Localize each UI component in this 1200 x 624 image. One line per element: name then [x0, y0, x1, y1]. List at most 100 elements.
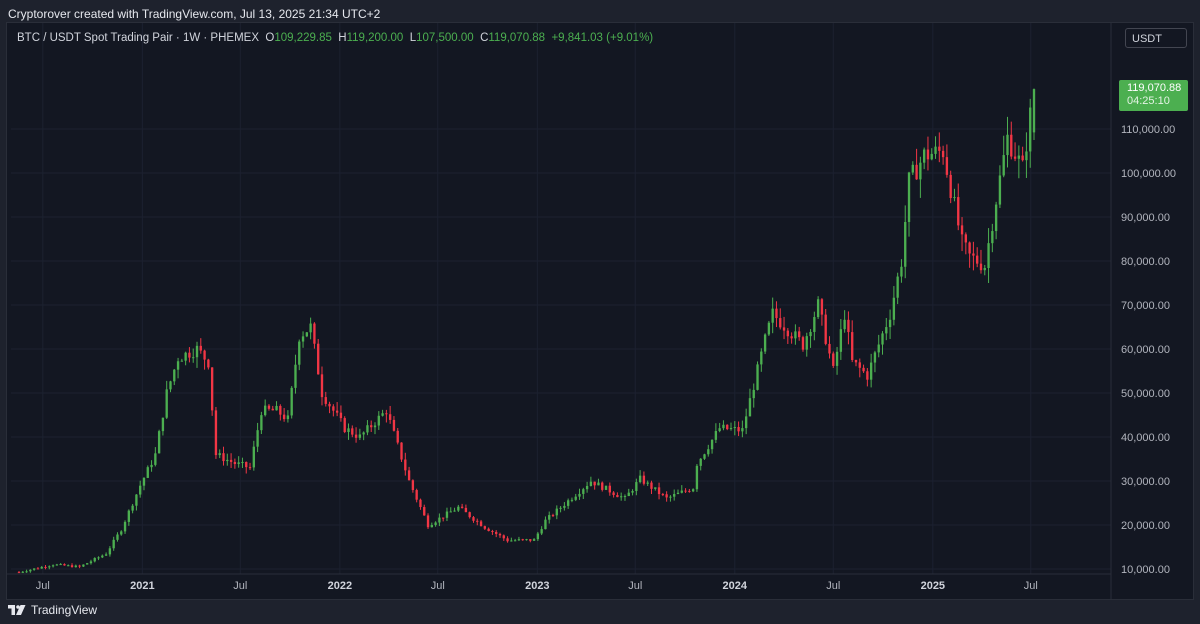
candle-body: [116, 534, 119, 540]
symbol-name[interactable]: BTC / USDT Spot Trading Pair · 1W · PHEM…: [17, 32, 259, 44]
candle-body: [513, 540, 517, 542]
candle-body: [654, 487, 657, 489]
candle-body: [218, 453, 221, 456]
candle-body: [483, 526, 487, 529]
close-label: C: [480, 32, 489, 44]
open-value: 109,229.85: [274, 32, 332, 44]
y-tick-label: 80,000.00: [1121, 256, 1170, 268]
candle-body: [256, 430, 259, 447]
chart-pane[interactable]: 10,000.00 20,000.00 30,000.00 40,000.00 50,0…: [6, 22, 1194, 600]
candle-body: [574, 496, 577, 500]
candle-body: [763, 334, 767, 352]
candle-body: [623, 496, 627, 498]
candle-body: [779, 318, 782, 328]
candle-body: [707, 449, 710, 455]
candle-body: [832, 353, 835, 366]
candle-body: [460, 506, 464, 508]
candle-body: [604, 485, 608, 490]
x-tick-label: 2022: [328, 580, 352, 592]
grid: [11, 23, 1111, 574]
close-value: 119,070.88: [488, 32, 546, 44]
y-tick-label: 70,000.00: [1121, 300, 1170, 312]
candle-body: [339, 412, 343, 419]
tradingview-logo-icon: [8, 605, 26, 615]
candle-body: [718, 428, 721, 432]
x-tick-label: Jul: [431, 580, 445, 592]
candle-body: [726, 424, 729, 430]
candle-body: [298, 341, 301, 365]
candle-body: [407, 470, 411, 481]
candle-body: [226, 459, 229, 462]
candle-body: [589, 481, 593, 486]
candle-body: [949, 174, 952, 199]
last-price: 119,070.88: [1127, 82, 1182, 94]
candle-body: [991, 231, 994, 244]
candle-body: [741, 428, 744, 432]
candle-body: [400, 442, 403, 460]
candlestick-chart[interactable]: 10,000.00 20,000.00 30,000.00 40,000.00 50,0…: [7, 23, 1193, 599]
footer-brand[interactable]: TradingView: [8, 601, 97, 619]
candle-body: [309, 323, 312, 333]
candle-body: [771, 308, 774, 323]
candle-body: [673, 493, 676, 497]
candle-body: [521, 539, 524, 541]
candle-body: [373, 425, 377, 428]
low-value: 107,500.00: [416, 32, 474, 44]
candle-body: [1002, 155, 1005, 176]
candle-body: [237, 462, 240, 465]
candle-body: [180, 360, 184, 362]
candle-body: [55, 564, 59, 566]
candle-body: [70, 565, 74, 568]
candle-body: [953, 197, 956, 199]
candle-body: [824, 314, 827, 344]
candle-body: [926, 149, 930, 160]
candle-body: [843, 319, 846, 330]
candle-body: [358, 434, 362, 438]
candle-body: [748, 398, 752, 417]
candle-body: [419, 499, 422, 508]
candle-body: [805, 336, 808, 350]
candle-body: [108, 548, 112, 555]
y-tick-label: 90,000.00: [1121, 212, 1170, 224]
candle-body: [260, 415, 263, 431]
candle-body: [36, 568, 40, 570]
candle-body: [506, 538, 509, 542]
candle-body: [82, 564, 85, 567]
candle-body: [934, 146, 937, 154]
candle-body: [919, 162, 922, 180]
candle-body: [415, 490, 418, 500]
candle-body: [620, 496, 623, 498]
candle-body: [710, 439, 714, 450]
x-tick-label: Jul: [628, 580, 642, 592]
candle-body: [862, 367, 865, 372]
candle-body: [233, 461, 237, 465]
candle-body: [396, 430, 399, 443]
candle-body: [271, 408, 274, 411]
y-tick-label: 110,000.00: [1121, 124, 1175, 136]
candle-body: [286, 415, 290, 420]
candle-body: [332, 406, 335, 411]
candle-body: [44, 566, 47, 568]
symbol-legend: BTC / USDT Spot Trading Pair · 1W · PHEM…: [17, 31, 653, 45]
y-tick-label: 20,000.00: [1121, 520, 1170, 532]
candle-body: [699, 458, 702, 466]
candle-body: [229, 459, 233, 462]
candle-body: [566, 500, 570, 506]
candle-body: [438, 517, 441, 523]
candle-body: [559, 507, 562, 509]
candle-body: [684, 490, 687, 492]
candle-body: [123, 521, 127, 532]
candle-body: [426, 515, 430, 528]
candle-body: [854, 359, 858, 363]
candle-body: [362, 432, 365, 435]
candles: [17, 88, 1036, 574]
candle-body: [449, 511, 452, 513]
candle-body: [173, 369, 176, 382]
candle-body: [744, 416, 748, 429]
candle-body: [1029, 107, 1032, 152]
currency-button[interactable]: USDT: [1125, 28, 1187, 48]
candle-body: [301, 336, 305, 342]
candle-body: [290, 387, 293, 416]
candle-body: [540, 529, 543, 534]
chart-attribution: Cryptorover created with TradingView.com…: [8, 7, 381, 21]
